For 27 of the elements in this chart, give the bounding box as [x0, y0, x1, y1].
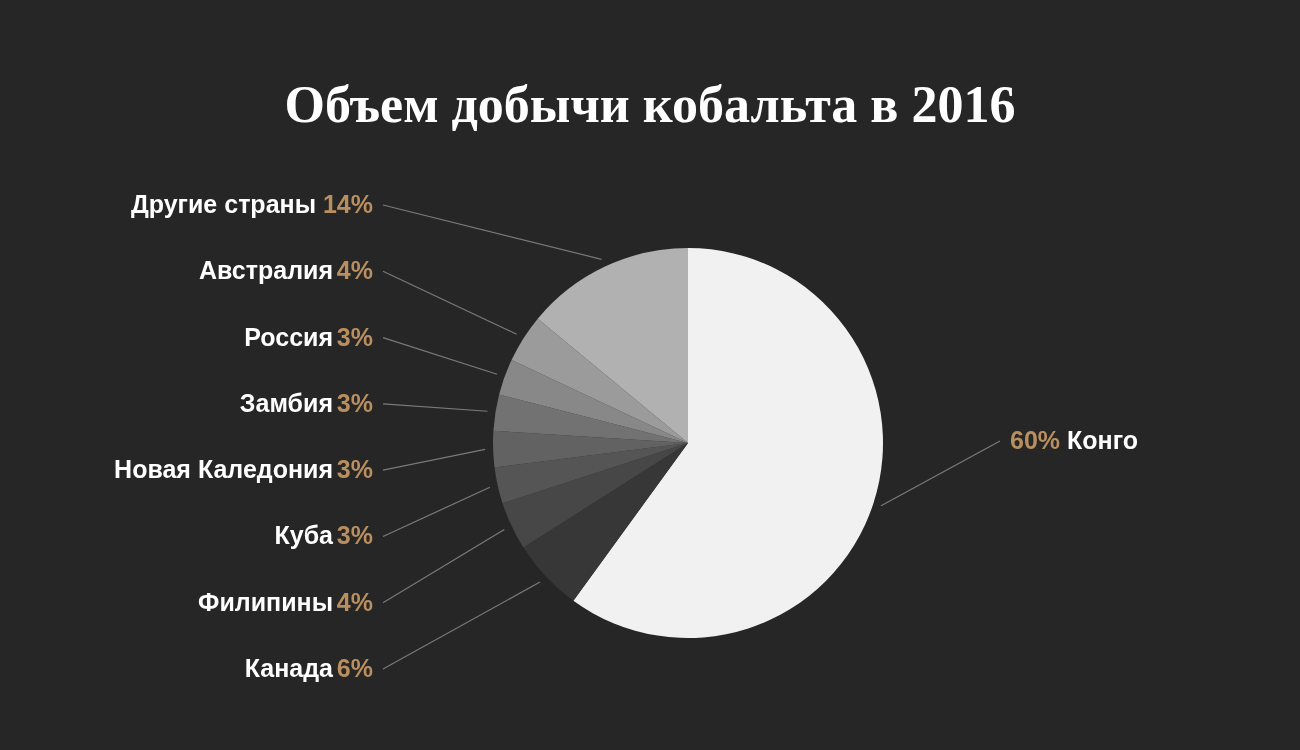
pie-slice: [502, 443, 688, 548]
pie-slice: [573, 248, 883, 638]
slice-label: Канада: [244, 654, 335, 682]
slice-label: Россия: [244, 322, 333, 351]
slice-label: Новая Каледония: [114, 455, 333, 484]
data-label: 3%: [336, 455, 373, 484]
slice-label: Австралия: [199, 256, 333, 285]
data-label: 4%: [336, 256, 373, 285]
slice-label: Филипины: [198, 587, 333, 616]
slice-label: Куба: [274, 521, 335, 550]
slice-label: Конго: [1067, 426, 1138, 454]
data-label: 4%: [336, 587, 373, 616]
data-label: 3%: [336, 322, 373, 351]
pie-slice: [499, 359, 688, 443]
pie-slice: [511, 318, 688, 443]
pie-slice: [523, 443, 688, 601]
slice-label: Замбия: [239, 388, 333, 417]
data-label: 3%: [336, 388, 373, 417]
chart-title: Объем добычи кобальта в 2016: [284, 76, 1016, 133]
pie-slice: [493, 394, 688, 443]
data-label: 60%: [1010, 426, 1061, 454]
pie-slice: [537, 248, 688, 443]
slice-label: Другие страны: [130, 190, 316, 218]
data-label: 6%: [336, 654, 373, 682]
data-label: 3%: [336, 521, 373, 550]
pie-slice: [494, 443, 688, 504]
data-label: 14%: [322, 190, 373, 218]
